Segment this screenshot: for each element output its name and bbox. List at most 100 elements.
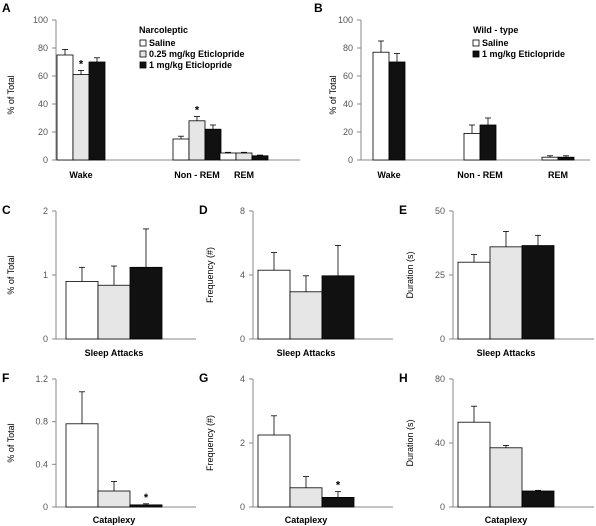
bar-a: [235, 152, 253, 161]
y-tick-label-c: 2: [43, 206, 48, 216]
panel-g: 0 2 4 Cataplexy *: [240, 374, 393, 525]
y-tick-label-b: 100: [338, 15, 353, 25]
legend-b-title: Wild - type: [473, 25, 518, 35]
bar-a: [172, 138, 190, 161]
y-tick-label-a: 60: [38, 71, 48, 81]
significance-star-a: *: [195, 105, 200, 117]
legend-a-title: Narcoleptic: [139, 25, 188, 35]
legend-b-swatch-high-dose: [472, 50, 480, 58]
panel-c: 0 1 2 Sleep Attacks: [43, 206, 196, 358]
panel-label-g: G: [199, 371, 208, 385]
panel-b: 0 20 40 60 80 100 Wake Non - REM REM: [338, 15, 590, 180]
bar-f: [129, 504, 163, 508]
y-axis-label-b: % of Total: [328, 75, 338, 114]
bar-b: [479, 124, 497, 161]
bar-a: [88, 61, 106, 161]
bar-d: [257, 269, 291, 340]
x-category-label-a: REM: [234, 170, 254, 180]
bar-a: [251, 155, 269, 161]
x-category-label-d: Sleep Attacks: [277, 348, 336, 358]
legend-a-label-low-dose: 0.25 mg/kg Eticlopride: [149, 49, 245, 59]
y-axis-label-g: Frequency (#): [205, 415, 215, 471]
bar-d: [321, 275, 355, 340]
legend-a-label-saline: Saline: [149, 38, 176, 48]
panel-f: 0 0.4 0.8 1.2 Cataplexy *: [35, 374, 196, 525]
panel-label-d: D: [199, 203, 208, 217]
y-tick-label-h: 40: [435, 438, 445, 448]
panel-label-c: C: [2, 203, 11, 217]
y-tick-label-h: 80: [435, 374, 445, 384]
x-category-label-a: Wake: [69, 170, 92, 180]
y-tick-label-a: 80: [38, 43, 48, 53]
y-tick-label-e: 25: [435, 270, 445, 280]
bar-b: [541, 156, 559, 161]
y-tick-label-a: 0: [43, 155, 48, 165]
y-tick-label-b: 60: [343, 71, 353, 81]
panel-label-b: B: [314, 1, 323, 15]
y-tick-label-b: 20: [343, 127, 353, 137]
x-category-label-f: Cataplexy: [93, 515, 136, 525]
bar-g: [257, 434, 291, 508]
legend-b-swatch-saline: [472, 39, 480, 47]
y-tick-label-f: 0: [43, 502, 48, 512]
y-tick-label-f: 0.8: [35, 417, 48, 427]
panel-label-a: A: [2, 1, 11, 15]
bar-b: [463, 132, 481, 161]
bar-a: [219, 152, 237, 161]
bar-a: [72, 74, 90, 161]
bar-c: [97, 284, 131, 340]
legend-b-label-high-dose: 1 mg/kg Eticlopride: [482, 49, 565, 59]
significance-star-f: *: [144, 492, 149, 504]
bar-b: [372, 51, 390, 161]
y-tick-label-b: 80: [343, 43, 353, 53]
y-axis-label-h: Duration (s): [405, 419, 415, 466]
panel-a: 0 20 40 60 80 100 Wake Non - REM REM * *: [33, 15, 300, 180]
x-category-label-g: Cataplexy: [285, 515, 328, 525]
legend-a-swatch-high-dose: [139, 61, 147, 69]
y-tick-label-b: 0: [348, 155, 353, 165]
y-axis-label-c: % of Total: [6, 255, 16, 294]
legend-a: Narcoleptic Saline 0.25 mg/kg Eticloprid…: [139, 25, 245, 70]
bar-e: [489, 246, 523, 340]
bar-f: [65, 423, 99, 508]
bar-a: [188, 120, 206, 161]
bar-c: [65, 280, 99, 340]
bar-b: [557, 156, 575, 161]
y-tick-label-h: 0: [440, 502, 445, 512]
bar-h: [521, 490, 555, 508]
bar-a: [204, 128, 222, 161]
bar-h: [489, 447, 523, 508]
x-category-label-e: Sleep Attacks: [477, 348, 536, 358]
bar-b: [388, 61, 406, 161]
bar-a: [56, 54, 74, 161]
panel-label-f: F: [2, 371, 9, 385]
y-tick-label-e: 50: [435, 206, 445, 216]
bar-c: [129, 266, 163, 340]
y-tick-label-g: 4: [240, 374, 245, 384]
panel-label-h: H: [399, 371, 408, 385]
y-tick-label-c: 0: [43, 334, 48, 344]
legend-b-label-saline: Saline: [482, 38, 509, 48]
x-category-label-b: Wake: [377, 170, 400, 180]
y-axis-label-d: Frequency (#): [205, 247, 215, 303]
bar-f: [97, 490, 131, 508]
legend-a-swatch-saline: [139, 39, 147, 47]
bar-e: [521, 245, 555, 340]
bar-g: [321, 496, 355, 508]
y-tick-label-g: 0: [240, 502, 245, 512]
y-tick-label-f: 0.4: [35, 459, 48, 469]
y-tick-label-a: 40: [38, 99, 48, 109]
y-tick-label-c: 1: [43, 270, 48, 280]
y-tick-label-g: 2: [240, 438, 245, 448]
legend-a-swatch-low-dose: [139, 50, 147, 58]
x-category-label-a: Non - REM: [174, 170, 220, 180]
y-axis-label-f: % of Total: [6, 423, 16, 462]
legend-b: Wild - type Saline 1 mg/kg Eticlopride: [472, 25, 565, 59]
y-tick-label-e: 0: [440, 334, 445, 344]
y-tick-label-f: 1.2: [35, 374, 48, 384]
bar-g: [289, 487, 323, 508]
y-tick-label-d: 0: [240, 334, 245, 344]
y-tick-label-b: 40: [343, 99, 353, 109]
x-category-label-b: Non - REM: [457, 170, 503, 180]
